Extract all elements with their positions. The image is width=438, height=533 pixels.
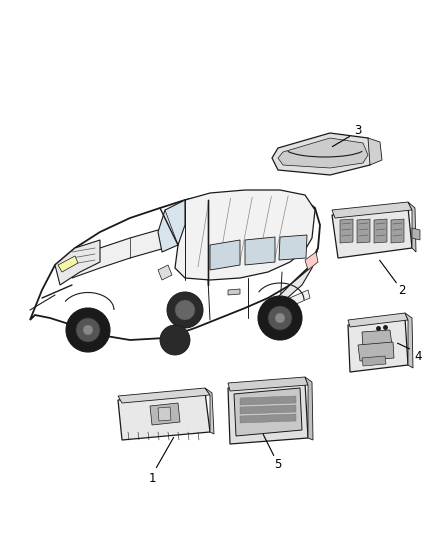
Circle shape xyxy=(175,300,195,320)
Polygon shape xyxy=(391,219,404,243)
Polygon shape xyxy=(279,235,307,260)
Circle shape xyxy=(160,325,190,355)
Polygon shape xyxy=(30,192,320,340)
Polygon shape xyxy=(118,388,210,403)
Polygon shape xyxy=(374,219,387,243)
Polygon shape xyxy=(240,396,296,405)
Polygon shape xyxy=(234,388,302,436)
Text: 5: 5 xyxy=(274,457,282,471)
Polygon shape xyxy=(332,207,412,258)
Circle shape xyxy=(83,325,93,335)
Text: 2: 2 xyxy=(398,284,406,296)
Polygon shape xyxy=(265,248,318,310)
Polygon shape xyxy=(175,190,315,280)
Polygon shape xyxy=(118,392,210,440)
Polygon shape xyxy=(305,377,313,440)
Polygon shape xyxy=(412,228,420,240)
Polygon shape xyxy=(357,219,370,243)
Polygon shape xyxy=(72,222,185,278)
Circle shape xyxy=(66,308,110,352)
Text: 1: 1 xyxy=(148,472,156,484)
Polygon shape xyxy=(305,252,318,270)
Text: 3: 3 xyxy=(354,124,362,136)
Polygon shape xyxy=(332,202,412,218)
Text: 4: 4 xyxy=(414,350,422,362)
Polygon shape xyxy=(58,256,78,272)
Polygon shape xyxy=(405,313,413,368)
Polygon shape xyxy=(348,313,408,327)
Polygon shape xyxy=(158,200,185,252)
Polygon shape xyxy=(210,240,240,270)
Polygon shape xyxy=(348,318,408,372)
Polygon shape xyxy=(240,414,296,423)
Polygon shape xyxy=(362,356,386,366)
Circle shape xyxy=(76,318,100,342)
Circle shape xyxy=(275,313,285,323)
Polygon shape xyxy=(408,202,416,252)
Polygon shape xyxy=(158,265,172,280)
Circle shape xyxy=(268,306,292,330)
Polygon shape xyxy=(150,403,180,425)
Polygon shape xyxy=(228,382,308,444)
Polygon shape xyxy=(278,138,368,168)
Polygon shape xyxy=(205,388,214,434)
Polygon shape xyxy=(358,342,394,361)
Polygon shape xyxy=(285,290,310,308)
Polygon shape xyxy=(228,289,240,295)
Polygon shape xyxy=(228,377,308,391)
Circle shape xyxy=(167,292,203,328)
Polygon shape xyxy=(362,330,392,347)
Polygon shape xyxy=(240,405,296,414)
Polygon shape xyxy=(340,219,353,243)
Polygon shape xyxy=(55,240,100,285)
Circle shape xyxy=(258,296,302,340)
Polygon shape xyxy=(368,138,382,165)
Polygon shape xyxy=(158,407,171,421)
Polygon shape xyxy=(245,237,275,265)
Polygon shape xyxy=(272,133,375,175)
